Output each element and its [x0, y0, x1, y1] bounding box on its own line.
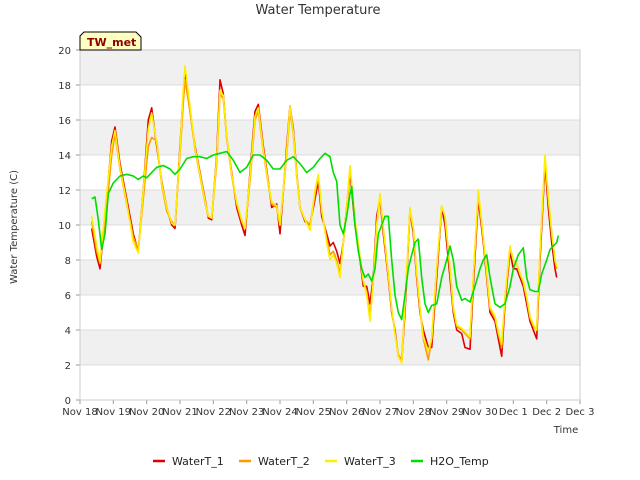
x-tick-label: Dec 1 — [499, 407, 528, 418]
grid-band — [80, 330, 580, 365]
legend-label: WaterT_3 — [344, 455, 396, 468]
x-tick-label: Nov 24 — [262, 407, 297, 418]
x-tick-label: Nov 23 — [229, 407, 264, 418]
legend-item-watert-3[interactable]: WaterT_3 — [325, 455, 396, 468]
grid-band — [80, 190, 580, 225]
legend-item-watert-2[interactable]: WaterT_2 — [239, 455, 310, 468]
legend-item-watert-1[interactable]: WaterT_1 — [153, 455, 224, 468]
series-line-watert-3 — [90, 65, 558, 365]
legend[interactable]: WaterT_1 WaterT_2 WaterT_3 H2O_Temp — [153, 455, 489, 468]
y-tick-label: 12 — [58, 186, 71, 197]
x-tick-label: Nov 25 — [296, 407, 331, 418]
x-tick-label: Nov 27 — [362, 407, 397, 418]
legend-label: WaterT_2 — [258, 455, 310, 468]
x-axis-title: Time — [553, 425, 578, 436]
y-tick-label: 0 — [65, 396, 71, 407]
y-tick-label: 18 — [58, 81, 71, 92]
badge-label: TW_met — [87, 36, 136, 49]
x-tick-label: Nov 26 — [329, 407, 364, 418]
plot-frame — [79, 49, 581, 401]
x-tick-label: Nov 22 — [196, 407, 231, 418]
x-tick-label: Nov 20 — [129, 407, 164, 418]
x-tick-label: Dec 2 — [532, 407, 561, 418]
grid-band — [80, 50, 580, 85]
grid-band — [80, 120, 580, 155]
x-tick-label: Nov 29 — [429, 407, 464, 418]
x-tick-label: Nov 21 — [162, 407, 197, 418]
x-tick-label: Nov 28 — [396, 407, 431, 418]
chart-title: Water Temperature — [256, 3, 381, 18]
y-tick-label: 14 — [58, 151, 71, 162]
badge-shape — [79, 31, 142, 51]
y-tick-label: 8 — [65, 256, 71, 267]
grid-band — [80, 260, 580, 295]
plot-background — [80, 49, 580, 401]
y-tick-label: 20 — [58, 46, 71, 57]
y-axis-title: Water Temperature (C) — [9, 170, 20, 284]
y-tick-label: 16 — [58, 116, 71, 127]
x-tick-label: Dec 3 — [566, 407, 595, 418]
x-tick-label: Nov 19 — [96, 407, 131, 418]
y-axis-ticks: 0 2 4 6 8 10 12 14 16 18 20 — [58, 46, 80, 407]
x-tick-label: Nov 18 — [62, 407, 97, 418]
y-tick-label: 6 — [65, 291, 71, 302]
series-line-h2o-temp — [91, 150, 560, 321]
series-lines — [90, 65, 560, 365]
legend-label: WaterT_1 — [172, 455, 224, 468]
y-tick-label: 2 — [65, 361, 71, 372]
y-tick-label: 10 — [58, 221, 71, 232]
x-tick-label: Nov 30 — [462, 407, 497, 418]
tw-met-badge: TW_met — [79, 31, 142, 51]
y-tick-label: 4 — [65, 326, 71, 337]
legend-label: H2O_Temp — [430, 455, 489, 468]
legend-item-h2o-temp[interactable]: H2O_Temp — [411, 455, 489, 468]
